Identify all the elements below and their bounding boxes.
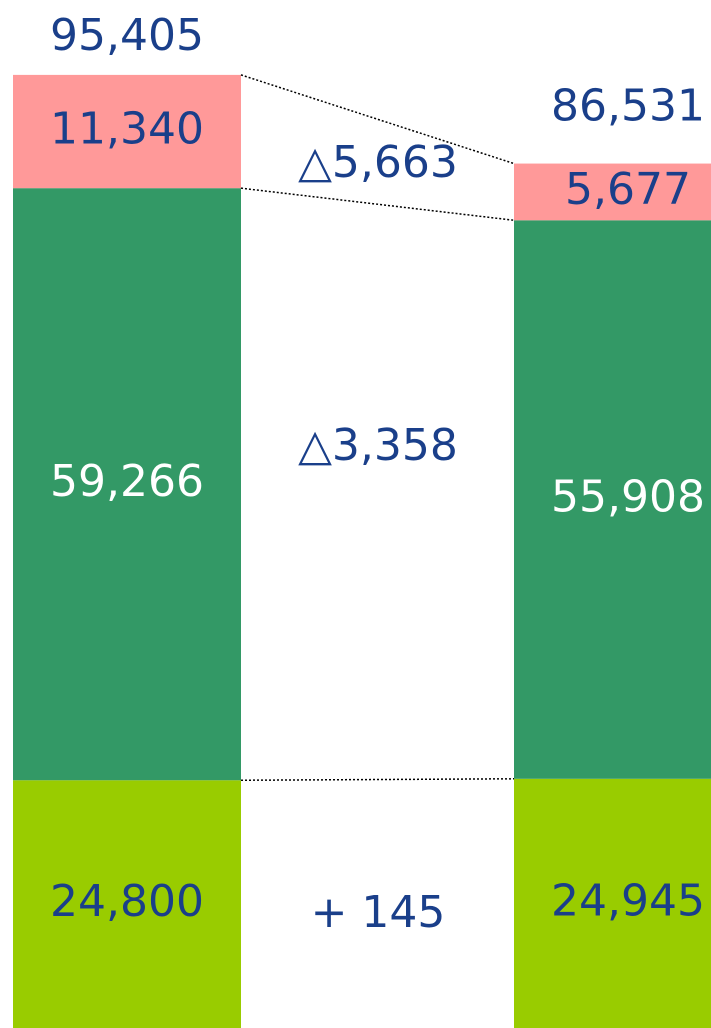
value-label: 11,340: [50, 104, 204, 155]
bar-segment: [514, 163, 711, 221]
value-label: 5,677: [565, 164, 691, 215]
total-label: 95,405: [50, 10, 204, 61]
bar-segment: [514, 778, 711, 1028]
bar-segment: [13, 188, 241, 781]
bar-segment: [13, 74, 241, 189]
bar-segment: [514, 220, 711, 779]
change-label: △3,358: [298, 420, 458, 471]
total-label: 86,531: [551, 81, 705, 132]
change-label: △5,663: [298, 137, 458, 188]
value-label: 24,945: [551, 875, 705, 926]
value-label: 55,908: [551, 472, 705, 523]
value-label: 59,266: [50, 456, 204, 507]
bar-segment: [13, 780, 241, 1028]
value-label: 24,800: [50, 876, 204, 927]
connector: [240, 187, 515, 222]
connector: [240, 778, 515, 781]
change-label: + 145: [311, 887, 446, 938]
